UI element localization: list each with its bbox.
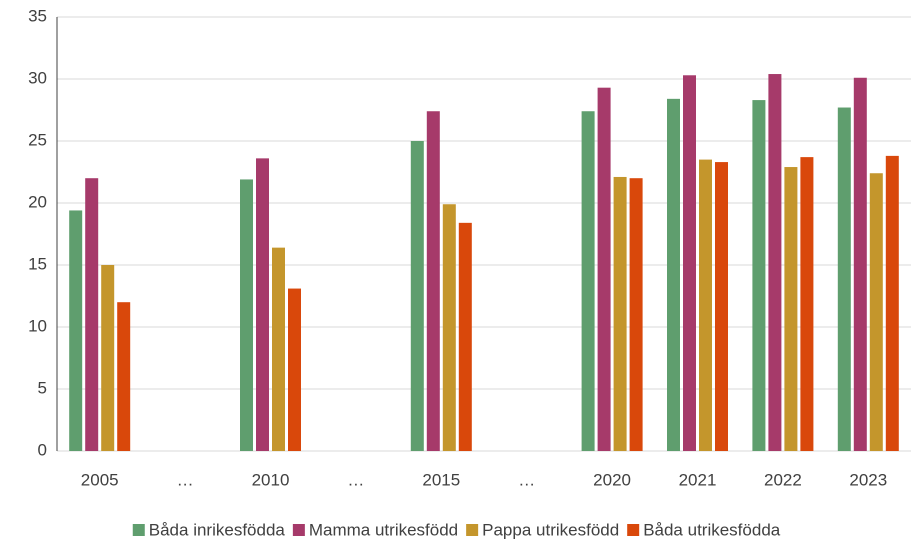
bar (629, 178, 643, 451)
x-tick-label: 2015 (422, 470, 460, 489)
legend-swatch (466, 524, 479, 536)
x-tick-label: … (518, 470, 535, 489)
legend-label: Mamma utrikesfödd (309, 520, 458, 539)
y-tick-label: 0 (38, 440, 47, 459)
y-tick-label: 20 (28, 192, 47, 211)
bar (117, 302, 131, 451)
bar (752, 100, 766, 451)
bar (272, 247, 285, 451)
legend-label: Båda utrikesfödda (643, 520, 781, 539)
y-tick-label: 10 (28, 316, 47, 335)
bar (784, 167, 798, 452)
bar (667, 98, 680, 451)
legend-label: Pappa utrikesfödd (482, 520, 619, 539)
bar (837, 107, 851, 452)
bar (581, 111, 595, 452)
bar (426, 111, 440, 452)
x-tick-label: 2021 (679, 470, 717, 489)
legend-swatch (292, 524, 305, 536)
x-tick-label: … (177, 470, 194, 489)
bar (458, 222, 472, 451)
x-tick-label: … (347, 470, 364, 489)
legend-swatch (132, 524, 145, 536)
bar (800, 157, 814, 451)
bar (853, 77, 867, 451)
x-tick-label: 2005 (81, 470, 119, 489)
x-tick-label: 2010 (252, 470, 290, 489)
bar (240, 179, 253, 451)
bar (85, 178, 99, 451)
y-tick-label: 15 (28, 254, 47, 273)
bar (683, 75, 696, 451)
y-tick-label: 25 (28, 130, 47, 149)
bar (410, 141, 424, 451)
bar (613, 176, 627, 451)
bar (442, 204, 456, 451)
x-tick-label: 2020 (593, 470, 631, 489)
bar (715, 162, 728, 451)
x-tick-label: 2023 (849, 470, 887, 489)
bar (101, 265, 115, 451)
bar (768, 74, 782, 451)
legend-label: Båda inrikesfödda (149, 520, 286, 539)
bar (699, 159, 712, 451)
y-tick-label: 5 (38, 378, 47, 397)
legend-swatch (627, 524, 640, 536)
bar (869, 173, 883, 452)
bar (288, 288, 301, 451)
x-tick-label: 2022 (764, 470, 802, 489)
bar (597, 87, 611, 452)
y-tick-label: 30 (28, 68, 47, 87)
bar (885, 155, 899, 451)
bar (69, 210, 83, 451)
bar (256, 158, 269, 452)
y-tick-label: 35 (28, 6, 47, 25)
